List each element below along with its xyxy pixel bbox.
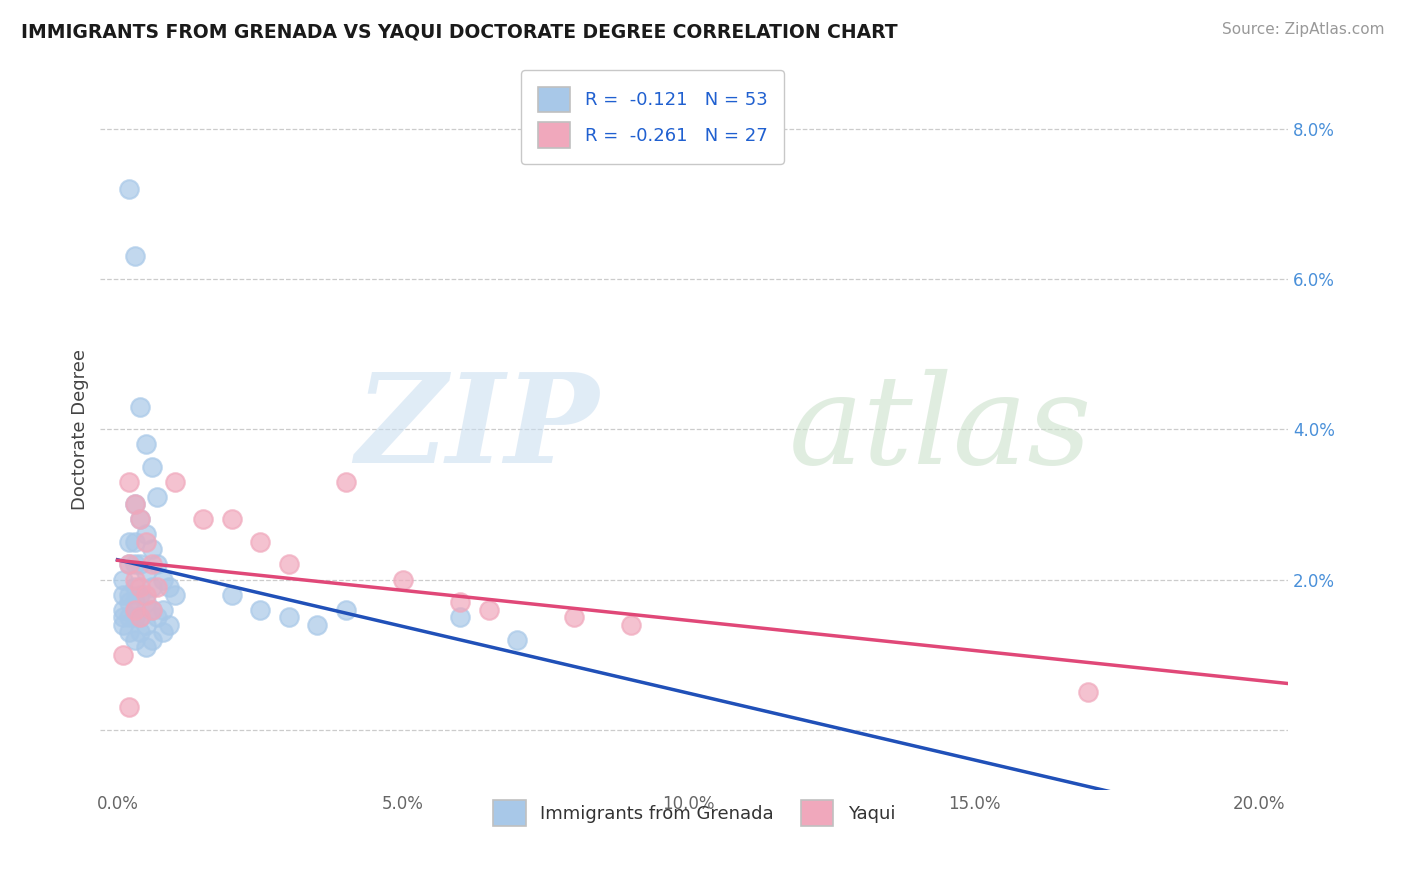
Point (129, 558, 152, 572)
Point (124, 602, 146, 616)
Point (152, 625, 174, 640)
Point (141, 558, 163, 572)
Point (112, 610, 135, 624)
Point (118, 558, 141, 572)
Point (124, 573, 146, 587)
Point (118, 588, 141, 602)
Point (392, 573, 415, 587)
Point (335, 602, 357, 616)
Point (129, 588, 152, 602)
Point (221, 588, 243, 602)
Point (124, 497, 146, 511)
Point (449, 595, 471, 609)
Point (124, 558, 146, 572)
Point (129, 512, 152, 526)
Point (135, 595, 157, 609)
Point (135, 535, 157, 549)
Point (163, 588, 186, 602)
Point (277, 558, 299, 572)
Point (124, 595, 146, 609)
Point (141, 632, 163, 647)
Point (129, 400, 152, 414)
Point (129, 625, 152, 640)
Point (249, 535, 271, 549)
Point (118, 558, 141, 572)
Point (124, 497, 146, 511)
Point (118, 595, 141, 609)
Point (124, 632, 146, 647)
Text: ZIP: ZIP (356, 368, 599, 490)
Point (620, 617, 643, 632)
Point (135, 640, 157, 654)
Point (112, 573, 135, 587)
Point (135, 565, 157, 579)
Point (124, 580, 146, 594)
Point (112, 648, 135, 662)
Point (449, 610, 471, 624)
Point (124, 610, 146, 624)
Text: IMMIGRANTS FROM GRENADA VS YAQUI DOCTORATE DEGREE CORRELATION CHART: IMMIGRANTS FROM GRENADA VS YAQUI DOCTORA… (21, 22, 897, 41)
Point (249, 602, 271, 616)
Legend: Immigrants from Grenada, Yaqui: Immigrants from Grenada, Yaqui (484, 791, 904, 835)
Point (152, 602, 174, 616)
Point (141, 580, 163, 594)
Point (221, 512, 243, 526)
Point (118, 610, 141, 624)
Point (135, 527, 157, 541)
Point (562, 610, 585, 624)
Point (135, 588, 157, 602)
Point (118, 182, 141, 196)
Point (506, 632, 529, 647)
Text: atlas: atlas (789, 368, 1092, 490)
Point (191, 512, 214, 526)
Point (135, 437, 157, 451)
Point (146, 610, 169, 624)
Point (129, 610, 152, 624)
Point (277, 610, 299, 624)
Point (112, 617, 135, 632)
Text: Source: ZipAtlas.com: Source: ZipAtlas.com (1222, 22, 1385, 37)
Point (118, 475, 141, 489)
Point (152, 573, 174, 587)
Point (478, 602, 501, 616)
Point (141, 602, 163, 616)
Point (146, 580, 169, 594)
Point (141, 602, 163, 616)
Point (1077, 685, 1099, 699)
Point (118, 625, 141, 640)
Point (146, 558, 169, 572)
Point (129, 580, 152, 594)
Point (118, 535, 141, 549)
Point (307, 617, 329, 632)
Point (112, 602, 135, 616)
Point (118, 700, 141, 714)
Point (129, 512, 152, 526)
Point (141, 542, 163, 557)
Point (135, 617, 157, 632)
Point (163, 475, 186, 489)
Point (124, 535, 146, 549)
Point (141, 459, 163, 474)
Point (112, 588, 135, 602)
Point (146, 490, 169, 504)
Y-axis label: Doctorate Degree: Doctorate Degree (72, 349, 89, 509)
Point (157, 617, 180, 632)
Point (335, 475, 357, 489)
Point (157, 580, 180, 594)
Point (124, 249, 146, 263)
Point (129, 610, 152, 624)
